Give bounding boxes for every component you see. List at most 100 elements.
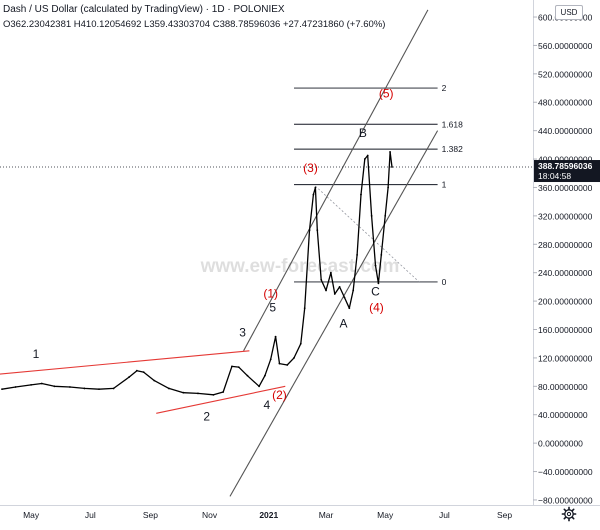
price-point bbox=[363, 158, 366, 160]
y-tick-label: 400.00000000 bbox=[538, 155, 593, 165]
x-tick-label: Mar bbox=[319, 510, 334, 520]
price-point bbox=[135, 369, 138, 372]
wave-label: (1) bbox=[263, 287, 278, 301]
y-tick-label: 200.00000000 bbox=[538, 297, 593, 307]
y-tick-label: 520.00000000 bbox=[538, 69, 593, 79]
price-point bbox=[222, 391, 225, 393]
price-point bbox=[389, 151, 391, 153]
x-tick-label: May bbox=[23, 510, 40, 520]
y-tick-label: 560.00000000 bbox=[538, 41, 593, 51]
price-point bbox=[377, 282, 380, 285]
y-tick-label: 480.00000000 bbox=[538, 98, 593, 108]
wave-label: 2 bbox=[203, 409, 210, 423]
y-tick-label: 160.00000000 bbox=[538, 325, 593, 335]
price-point bbox=[14, 386, 17, 388]
price-point bbox=[380, 254, 383, 256]
price-point bbox=[299, 342, 302, 345]
wave-label: (3) bbox=[303, 161, 318, 175]
price-point bbox=[278, 362, 281, 365]
trend-line-upper bbox=[0, 350, 250, 375]
price-point bbox=[182, 391, 185, 394]
price-point bbox=[325, 289, 327, 292]
price-point bbox=[391, 166, 393, 168]
price-point bbox=[320, 278, 323, 281]
price-point bbox=[142, 371, 145, 374]
fib-level-label: 2 bbox=[442, 83, 447, 93]
y-tick-label: 40.00000000 bbox=[538, 410, 588, 420]
y-tick-label: 120.00000000 bbox=[538, 353, 593, 363]
wave-label: 3 bbox=[239, 326, 246, 340]
price-point bbox=[316, 229, 319, 231]
price-point bbox=[387, 186, 390, 189]
x-tick-label: 2021 bbox=[259, 510, 278, 520]
y-tick-label: −80.00000000 bbox=[538, 495, 593, 505]
price-point bbox=[303, 307, 306, 310]
price-point bbox=[312, 193, 315, 196]
y-tick-label: 440.00000000 bbox=[538, 126, 593, 136]
price-point bbox=[343, 296, 346, 299]
y-tick-label: 80.00000000 bbox=[538, 382, 588, 392]
trend-line-lower bbox=[156, 385, 286, 414]
price-point bbox=[128, 376, 130, 378]
price-point bbox=[246, 374, 249, 377]
last-price-tag bbox=[534, 160, 600, 183]
countdown-label: 18:04:58 bbox=[538, 171, 571, 181]
wave-label: 5 bbox=[269, 301, 276, 315]
price-point bbox=[356, 254, 358, 256]
wave-label: A bbox=[339, 316, 347, 330]
price-point bbox=[384, 214, 387, 217]
x-tick-label: Sep bbox=[143, 510, 158, 520]
fib-trend-line bbox=[315, 185, 420, 283]
currency-badge[interactable]: USD bbox=[555, 5, 583, 20]
price-point bbox=[167, 387, 170, 390]
price-point bbox=[314, 186, 317, 189]
price-point bbox=[370, 214, 373, 217]
price-point bbox=[348, 307, 351, 310]
fib-level-label: 0 bbox=[442, 277, 447, 287]
x-tick-label: Jul bbox=[439, 510, 450, 520]
price-point bbox=[329, 271, 332, 274]
y-tick-label: 0.00000000 bbox=[538, 439, 583, 449]
price-point bbox=[212, 393, 215, 396]
settings-gear-icon[interactable] bbox=[561, 506, 577, 522]
price-point bbox=[366, 154, 369, 157]
price-point bbox=[112, 387, 115, 390]
wave-label: (5) bbox=[379, 86, 394, 100]
wave-label: 4 bbox=[264, 398, 271, 412]
price-point bbox=[83, 387, 86, 390]
wave-label: (4) bbox=[369, 301, 384, 315]
price-point bbox=[352, 289, 355, 292]
x-tick-label: Sep bbox=[497, 510, 512, 520]
x-tick-label: Nov bbox=[202, 510, 218, 520]
watermark: www.ew-forecast.com bbox=[200, 256, 400, 277]
price-point bbox=[293, 357, 295, 359]
price-point bbox=[40, 382, 43, 385]
price-point bbox=[30, 383, 33, 386]
price-point bbox=[269, 358, 272, 361]
price-point bbox=[98, 388, 100, 391]
price-point bbox=[237, 366, 240, 369]
x-tick-label: May bbox=[377, 510, 394, 520]
ohlc-readout: O362.23042381 H410.12054692 L359.4330370… bbox=[3, 19, 386, 30]
price-point bbox=[274, 335, 277, 338]
y-tick-label: −40.00000000 bbox=[538, 467, 593, 477]
wave-label: C bbox=[371, 284, 380, 298]
channel-line-upper bbox=[243, 9, 429, 352]
last-price-label: 388.78596036 bbox=[538, 161, 593, 171]
price-point bbox=[338, 285, 341, 288]
price-point bbox=[69, 386, 71, 388]
wave-label: B bbox=[359, 126, 367, 140]
price-point bbox=[286, 364, 289, 366]
y-tick-label: 360.00000000 bbox=[538, 183, 593, 193]
fib-level-label: 1 bbox=[442, 180, 447, 190]
y-tick-label: 320.00000000 bbox=[538, 211, 593, 221]
fib-level-label: 1.382 bbox=[442, 144, 464, 154]
x-tick-label: Jul bbox=[85, 510, 96, 520]
channel-line-lower bbox=[229, 130, 439, 497]
price-point bbox=[1, 388, 3, 391]
price-point bbox=[264, 374, 266, 377]
chart-title: Dash / US Dollar (calculated by TradingV… bbox=[3, 4, 285, 15]
